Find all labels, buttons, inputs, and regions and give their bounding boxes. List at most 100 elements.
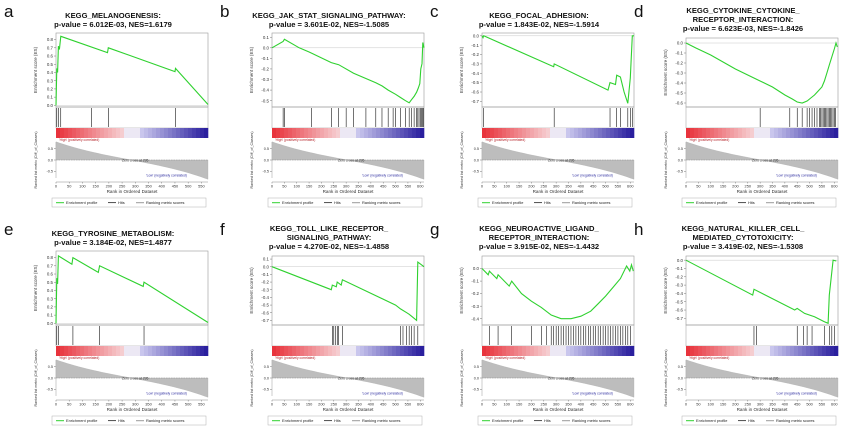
- legend-profile-label: Enrichment profile: [282, 418, 313, 423]
- ranking-heat-segment: [774, 128, 779, 138]
- metric-y-tick-label: 0.5: [48, 365, 53, 369]
- ranking-heat-segment: [590, 346, 595, 356]
- x-tick-label: 450: [380, 402, 387, 407]
- panel-stats: p-value = 6.623E-03, NES=-1.8426: [682, 24, 804, 33]
- ranking-heat-segment: [412, 346, 417, 356]
- x-tick-label: 550: [819, 402, 826, 407]
- ranking-heat-segment: [706, 346, 711, 356]
- x-tick-label: 350: [769, 184, 776, 189]
- x-tick-label: 450: [794, 402, 801, 407]
- es-y-tick-label: 0.0: [47, 103, 54, 108]
- x-tick-label: 400: [368, 402, 375, 407]
- x-tick-label: 400: [158, 184, 165, 189]
- es-y-tick-label: -0.6: [675, 101, 683, 106]
- ranking-heat-segment: [802, 346, 807, 356]
- x-tick-label: 500: [185, 402, 192, 407]
- ranking-heat-segment: [364, 346, 369, 356]
- x-tick-label: 550: [198, 402, 205, 407]
- ranking-heat-segment: [698, 346, 703, 356]
- ranking-heat-segment: [140, 128, 145, 138]
- es-y-tick-label: -0.3: [471, 304, 479, 309]
- ranking-heat-segment: [738, 128, 743, 138]
- es-y-axis-label: Enrichment score (ES): [249, 46, 254, 93]
- es-y-axis-label: Enrichment score (ES): [663, 49, 668, 96]
- ranking-heat-segment: [762, 346, 767, 356]
- hits-frame: [481, 106, 635, 129]
- es-y-axis-label: Enrichment score (ES): [33, 264, 38, 311]
- ranking-heat-segment: [148, 346, 153, 356]
- es-y-tick-label: 0.4: [47, 70, 54, 75]
- ranking-heat-segment: [486, 346, 491, 356]
- ranking-heat-segment: [356, 128, 361, 138]
- x-tick-label: 300: [343, 402, 350, 407]
- x-tick-label: 250: [541, 184, 548, 189]
- ranking-heat-segment: [176, 346, 181, 356]
- ranking-heat-segment: [320, 128, 325, 138]
- x-tick-label: 100: [707, 184, 714, 189]
- high-correlation-label: 'High' (positively correlated): [485, 138, 525, 142]
- x-tick-label: 100: [293, 402, 300, 407]
- ranking-heat-segment: [686, 346, 691, 356]
- ranking-heat-segment: [64, 346, 69, 356]
- gsea-panel-c: c KEGG_FOCAL_ADHESION: p-value = 1.843E-02…: [428, 0, 636, 218]
- legend-box: [51, 197, 207, 208]
- metric-y-tick-label: 0.5: [474, 147, 479, 151]
- x-tick-label: 500: [806, 184, 813, 189]
- ranking-heat-segment: [272, 346, 277, 356]
- ranking-heat-segment: [562, 128, 567, 138]
- ranking-heat-segment: [510, 346, 515, 356]
- es-y-tick-label: 0.5: [47, 62, 54, 67]
- panel-title: KEGG_MELANOGENESIS:: [65, 11, 161, 20]
- ranking-heat-segment: [558, 128, 563, 138]
- ranking-heat-segment: [614, 128, 619, 138]
- es-plot-frame: [55, 250, 209, 326]
- ranking-heat-segment: [722, 128, 727, 138]
- gsea-panel-g: g KEGG_NEUROACTIVE_LIGAND_ RECEPTOR_INTER…: [428, 218, 636, 436]
- ranking-metric-area: [685, 359, 839, 398]
- ranking-heat-segment: [786, 128, 791, 138]
- high-correlation-label: 'High' (positively correlated): [59, 356, 99, 360]
- ranking-heat-segment: [522, 346, 527, 356]
- x-tick-label: 600: [627, 402, 634, 407]
- x-tick-label: 300: [132, 184, 139, 189]
- ranking-heat-segment: [746, 128, 751, 138]
- x-tick-label: 450: [590, 184, 597, 189]
- ranking-metric-area: [271, 359, 425, 398]
- es-plot-frame: [271, 255, 425, 326]
- metric-y-tick-label: -0.5: [472, 170, 479, 174]
- ranking-heat-segment: [750, 346, 755, 356]
- ranking-heat-segment: [518, 128, 523, 138]
- ranking-heat-segment: [56, 128, 61, 138]
- ranking-heat-segment: [116, 346, 121, 356]
- es-y-tick-label: 0.0: [47, 321, 54, 326]
- ranking-heat-segment: [502, 346, 507, 356]
- es-plot-frame: [685, 37, 839, 108]
- legend-ranking-label: Ranking metric scores: [362, 418, 401, 423]
- es-y-tick-label: -0.3: [261, 287, 269, 292]
- ranking-heat-segment: [360, 128, 365, 138]
- ranking-heat-segment: [280, 346, 285, 356]
- x-tick-label: 450: [172, 402, 179, 407]
- ranking-heat-segment: [336, 346, 341, 356]
- ranking-heat-segment: [798, 346, 803, 356]
- x-tick-label: 300: [553, 184, 560, 189]
- gsea-panel-d: d KEGG_CYTOKINE_CYTOKINE_ RECEPTOR_INTERA…: [632, 0, 840, 218]
- ranking-heat-segment: [128, 346, 133, 356]
- metric-y-tick-label: -0.5: [46, 170, 53, 174]
- ranking-heat-segment: [534, 346, 539, 356]
- ranking-heat-segment: [482, 346, 487, 356]
- x-tick-label: 0: [481, 402, 484, 407]
- gsea-panel-e: e KEGG_TYROSINE_METABOLISM: p-value = 3.18…: [2, 218, 210, 436]
- ranking-heat-segment: [56, 346, 61, 356]
- legend-hits-label: Hits: [118, 418, 125, 423]
- zero-cross-label: Zero cross at 295: [752, 377, 778, 381]
- ranking-heat-segment: [160, 128, 165, 138]
- ranking-heat-segment: [626, 128, 631, 138]
- x-tick-label: 350: [769, 402, 776, 407]
- ranking-heat-segment: [328, 346, 333, 356]
- metric-y-tick-label: 0.0: [264, 158, 269, 162]
- x-tick-label: 50: [696, 402, 701, 407]
- ranking-heat-segment: [534, 128, 539, 138]
- es-y-tick-label: 0.0: [677, 258, 684, 263]
- ranking-heat-segment: [92, 346, 97, 356]
